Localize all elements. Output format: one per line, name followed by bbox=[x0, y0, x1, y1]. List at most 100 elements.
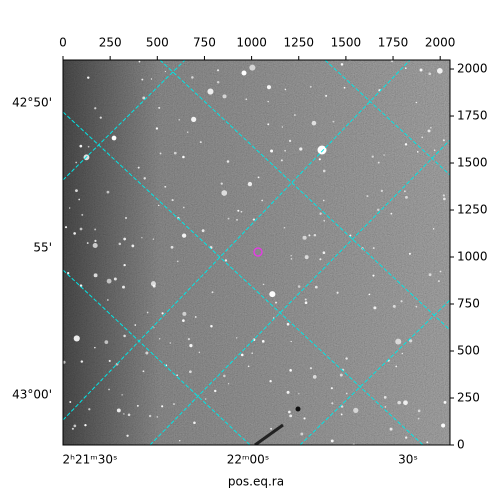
x-tick-label: 0 bbox=[59, 36, 67, 50]
image bbox=[63, 60, 450, 445]
star bbox=[313, 233, 317, 237]
star bbox=[73, 424, 77, 428]
star bbox=[142, 96, 146, 100]
graticule bbox=[63, 60, 450, 445]
star bbox=[442, 194, 445, 197]
star bbox=[397, 400, 401, 405]
star bbox=[71, 427, 74, 430]
star bbox=[390, 60, 394, 63]
star bbox=[343, 86, 346, 89]
star bbox=[383, 396, 387, 399]
star bbox=[152, 238, 155, 240]
star bbox=[377, 208, 380, 212]
y-tick-label: 750 bbox=[457, 297, 480, 311]
star bbox=[191, 116, 197, 122]
star bbox=[67, 271, 70, 275]
star bbox=[294, 114, 296, 116]
star bbox=[118, 242, 122, 246]
star bbox=[432, 228, 435, 230]
star bbox=[164, 185, 167, 188]
star bbox=[204, 398, 207, 400]
x-tick-label: 1250 bbox=[283, 36, 314, 50]
star bbox=[340, 405, 344, 408]
star bbox=[237, 209, 240, 212]
star bbox=[236, 219, 238, 221]
star bbox=[224, 259, 228, 262]
star bbox=[227, 217, 230, 220]
star bbox=[401, 352, 404, 355]
star bbox=[240, 210, 243, 213]
star bbox=[261, 199, 264, 202]
star bbox=[439, 270, 442, 273]
dec-label: 43°00' bbox=[12, 388, 52, 402]
star bbox=[405, 436, 408, 439]
star bbox=[106, 278, 112, 284]
star bbox=[94, 107, 97, 110]
x-tick-label: 1500 bbox=[331, 36, 362, 50]
star bbox=[441, 423, 446, 428]
star bbox=[289, 414, 293, 418]
star bbox=[81, 213, 84, 216]
star bbox=[270, 149, 274, 153]
star bbox=[430, 126, 432, 129]
star bbox=[222, 94, 227, 99]
star bbox=[409, 339, 413, 343]
star bbox=[201, 229, 205, 233]
star bbox=[108, 359, 111, 363]
star bbox=[404, 190, 406, 193]
x-tick-label: 750 bbox=[193, 36, 216, 50]
star bbox=[187, 337, 191, 341]
star bbox=[79, 227, 83, 231]
star bbox=[300, 432, 304, 436]
star bbox=[146, 311, 149, 314]
star bbox=[257, 176, 260, 179]
star bbox=[79, 284, 83, 287]
star bbox=[283, 226, 286, 229]
y-tick-label: 2000 bbox=[457, 62, 488, 76]
star bbox=[384, 406, 387, 408]
star bbox=[69, 207, 71, 209]
star bbox=[123, 334, 126, 338]
star bbox=[106, 190, 110, 194]
star bbox=[158, 338, 161, 340]
star bbox=[249, 64, 256, 71]
streak bbox=[254, 423, 284, 445]
star bbox=[304, 255, 309, 260]
star bbox=[428, 72, 432, 76]
star bbox=[94, 228, 97, 231]
star bbox=[87, 145, 90, 148]
star bbox=[178, 119, 180, 121]
star bbox=[235, 337, 238, 339]
star bbox=[322, 251, 326, 254]
graticule-line bbox=[63, 269, 251, 445]
target-marker bbox=[253, 247, 263, 257]
star bbox=[319, 212, 322, 215]
star bbox=[269, 380, 272, 383]
star bbox=[216, 80, 220, 84]
star bbox=[330, 439, 334, 443]
star bbox=[84, 424, 87, 427]
star bbox=[153, 327, 155, 329]
ra-label: 30ˢ bbox=[398, 453, 418, 467]
star bbox=[290, 340, 292, 343]
star bbox=[339, 373, 343, 377]
star bbox=[247, 365, 250, 368]
star bbox=[164, 70, 167, 73]
star bbox=[284, 88, 287, 91]
star bbox=[437, 280, 440, 283]
star bbox=[261, 340, 265, 343]
star bbox=[286, 390, 290, 394]
star bbox=[426, 441, 429, 444]
star bbox=[427, 129, 431, 133]
star bbox=[290, 258, 293, 260]
star bbox=[240, 353, 244, 357]
star bbox=[303, 417, 306, 420]
star bbox=[405, 67, 407, 69]
star bbox=[104, 340, 109, 345]
stars bbox=[63, 60, 447, 445]
dec-label: 42°50' bbox=[12, 96, 52, 110]
star bbox=[443, 197, 446, 201]
star bbox=[142, 370, 145, 373]
star bbox=[317, 145, 327, 155]
